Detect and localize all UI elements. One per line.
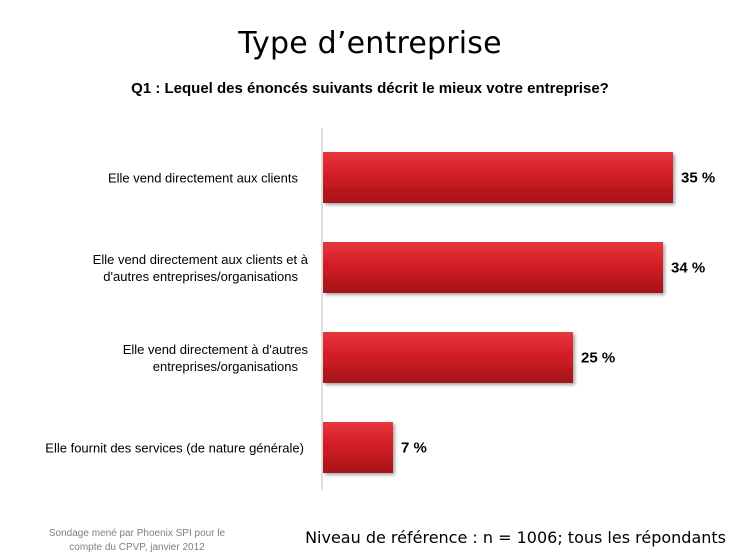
category-label-1: Elle vend directement aux clients [108,171,299,186]
page-title: Type d’entreprise [238,26,502,61]
category-label-4: Elle fournit des services (de nature gén… [45,441,304,456]
question-subtitle: Q1 : Lequel des énoncés suivants décrit … [131,80,609,97]
category-label-3: Elle vend directement à d'autres entrepri… [123,342,309,374]
source-note: Sondage mené par Phoenix SPI pour le com… [22,527,252,555]
data-label-4: 7 % [401,440,427,457]
data-label-1: 35 % [681,170,715,187]
bar-1 [323,152,673,203]
bar-3 [323,332,573,383]
data-label-3: 25 % [581,350,615,367]
data-label-2: 34 % [671,260,705,277]
bar-4 [323,422,393,473]
source-note-line1: Sondage mené par Phoenix SPI pour le [48,528,226,539]
base-note: Niveau de référence : n = 1006; tous les… [305,528,726,547]
category-label-2: Elle vend directement aux clients et à d'… [93,252,309,284]
source-note-line2: compte du CPVP, janvier 2012 [69,542,205,553]
bar-2 [323,242,663,293]
